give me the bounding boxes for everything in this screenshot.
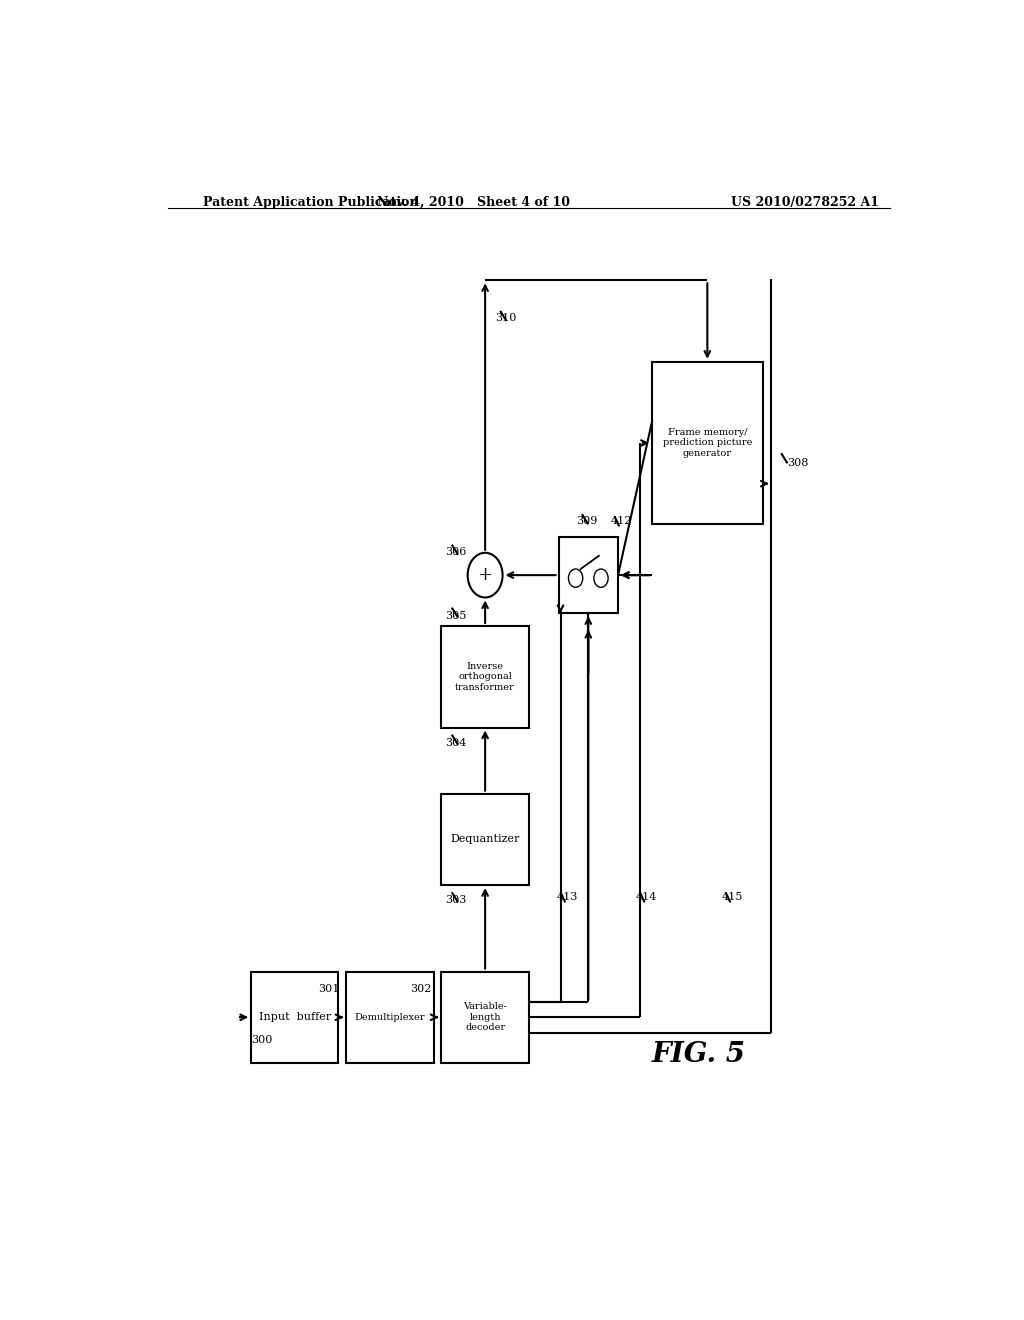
Text: FIG. 5: FIG. 5 — [652, 1041, 745, 1068]
Bar — [558, 537, 618, 614]
Text: US 2010/0278252 A1: US 2010/0278252 A1 — [731, 195, 880, 209]
Text: Nov. 4, 2010   Sheet 4 of 10: Nov. 4, 2010 Sheet 4 of 10 — [377, 195, 569, 209]
Text: 415: 415 — [722, 892, 743, 903]
Text: 308: 308 — [786, 458, 808, 469]
Text: 414: 414 — [636, 892, 657, 903]
Bar — [441, 793, 528, 886]
Bar — [441, 626, 528, 727]
Text: 300: 300 — [251, 1035, 272, 1044]
Circle shape — [568, 569, 583, 587]
Text: 305: 305 — [445, 611, 467, 620]
Text: 412: 412 — [610, 516, 632, 527]
Text: 306: 306 — [445, 546, 467, 557]
Text: Inverse
orthogonal
transformer: Inverse orthogonal transformer — [456, 661, 515, 692]
Text: 302: 302 — [410, 983, 431, 994]
Bar — [651, 362, 763, 524]
Text: Variable-
length
decoder: Variable- length decoder — [463, 1002, 507, 1032]
Text: Demultiplexer: Demultiplexer — [354, 1012, 425, 1022]
Text: 304: 304 — [445, 738, 467, 748]
Text: 413: 413 — [557, 892, 578, 903]
Bar — [251, 972, 338, 1063]
Text: Frame memory/
prediction picture
generator: Frame memory/ prediction picture generat… — [663, 428, 752, 458]
Bar — [346, 972, 433, 1063]
Text: 309: 309 — [577, 516, 598, 527]
Text: 310: 310 — [495, 313, 516, 323]
Circle shape — [468, 553, 503, 598]
Text: Input  buffer: Input buffer — [259, 1012, 331, 1022]
Text: +: + — [477, 566, 493, 585]
Text: Patent Application Publication: Patent Application Publication — [204, 195, 419, 209]
Circle shape — [594, 569, 608, 587]
Bar — [441, 972, 528, 1063]
Text: Dequantizer: Dequantizer — [451, 834, 520, 845]
Text: 301: 301 — [318, 983, 340, 994]
Text: 303: 303 — [445, 895, 467, 906]
